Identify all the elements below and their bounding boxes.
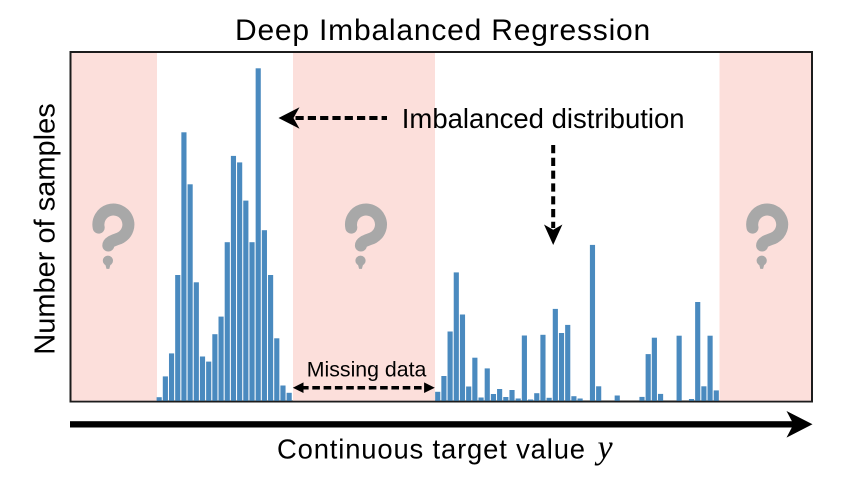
svg-text:Missing data: Missing data	[307, 358, 427, 382]
svg-text:Number of samples: Number of samples	[30, 103, 62, 354]
svg-text:Imbalanced distribution: Imbalanced distribution	[402, 103, 685, 134]
svg-text:Continuous target value: Continuous target value	[277, 434, 586, 465]
svg-text:Deep Imbalanced Regression: Deep Imbalanced Regression	[235, 14, 651, 47]
svg-text:y: y	[595, 430, 614, 467]
